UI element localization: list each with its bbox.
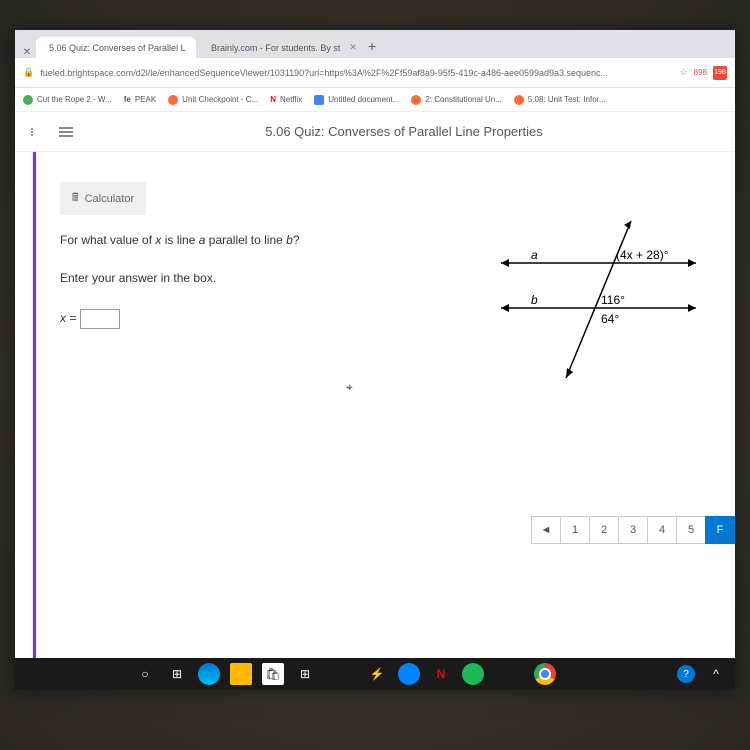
bookmark-item[interactable]: fePEAK: [124, 95, 156, 104]
tab-label: Brainly.com - For students. By st: [211, 43, 340, 53]
question-text: For what value of x is line a parallel t…: [60, 233, 441, 329]
task-view-icon[interactable]: ⊞: [166, 663, 188, 685]
question-instruction: Enter your answer in the box.: [60, 271, 441, 285]
page-button-5[interactable]: 5: [676, 516, 706, 544]
page-title: 5.06 Quiz: Converses of Parallel Line Pr…: [89, 124, 719, 139]
bookmark-icon: [411, 95, 421, 105]
ext-badge[interactable]: 898: [694, 68, 707, 77]
cursor-icon: ⌖: [346, 380, 353, 395]
content-area: 🖩 Calculator For what value of x is line…: [15, 152, 735, 664]
next-page-button[interactable]: F: [705, 516, 735, 544]
bookmark-star-icon[interactable]: ☆: [680, 67, 688, 78]
question-prompt: For what value of x is line a parallel t…: [60, 233, 441, 247]
line-a-label: a: [531, 248, 538, 262]
taskbar: ○ ⊞ 🛍 ⊞ ⚡ N ? ^: [15, 658, 735, 690]
spotify-icon[interactable]: [462, 663, 484, 685]
browser-tab-bar: ✕ 5.06 Quiz: Converses of Parallel L ✕ B…: [15, 30, 735, 58]
tab-label: 5.06 Quiz: Converses of Parallel L: [49, 43, 186, 53]
calculator-icon: 🖩: [72, 189, 79, 208]
page-button-4[interactable]: 4: [647, 516, 677, 544]
prev-page-button[interactable]: ◄: [531, 516, 561, 544]
chrome-icon[interactable]: [534, 663, 556, 685]
bookmark-item[interactable]: Cut the Rope 2 - W...: [23, 95, 112, 105]
site-info-icon[interactable]: 🔒: [23, 67, 34, 78]
edge-icon[interactable]: [198, 663, 220, 685]
app-icon[interactable]: ⚡: [366, 663, 388, 685]
new-tab-button[interactable]: +: [360, 34, 384, 58]
angle-b-top-label: 116°: [601, 293, 625, 307]
bookmark-icon: [314, 95, 324, 105]
line-b-label: b: [531, 293, 538, 307]
left-rail: [15, 152, 33, 664]
bookmark-item[interactable]: Untitled document...: [314, 95, 399, 105]
bookmark-item[interactable]: 2: Constitutional Un...: [411, 95, 501, 105]
question-panel: 🖩 Calculator For what value of x is line…: [36, 152, 735, 664]
bookmark-item[interactable]: Unit Checkpoint - C...: [168, 95, 258, 105]
extension-icon[interactable]: 198: [713, 66, 727, 80]
dropbox-icon[interactable]: ⊞: [294, 663, 316, 685]
browser-tab-1[interactable]: 5.06 Quiz: Converses of Parallel L ✕: [36, 37, 196, 58]
angle-a-label: (4x + 28)°: [616, 248, 669, 262]
calculator-button[interactable]: 🖩 Calculator: [60, 182, 146, 215]
help-icon[interactable]: ?: [677, 665, 695, 683]
bookmark-item[interactable]: 5.08: Unit Test: Infor...: [514, 95, 606, 105]
angle-b-bottom-label: 64°: [601, 312, 619, 326]
page-button-2[interactable]: 2: [589, 516, 619, 544]
messenger-icon[interactable]: [398, 663, 420, 685]
pagination: ◄ 1 2 3 4 5 F: [532, 516, 735, 544]
bookmarks-bar: Cut the Rope 2 - W... fePEAK Unit Checkp…: [15, 88, 735, 112]
explorer-icon[interactable]: [230, 663, 252, 685]
hamburger-menu-icon[interactable]: [59, 127, 73, 137]
geometry-diagram: a b (4x + 28)° 116° 64°: [471, 213, 711, 393]
bookmark-icon: [514, 95, 524, 105]
url-bar: 🔒 fueled.brightspace.com/d2l/le/enhanced…: [15, 58, 735, 88]
bookmark-item[interactable]: NNetflix: [270, 95, 302, 104]
url-text[interactable]: fueled.brightspace.com/d2l/le/enhancedSe…: [40, 68, 673, 78]
page-button-3[interactable]: 3: [618, 516, 648, 544]
close-icon[interactable]: ✕: [349, 42, 357, 53]
close-icon[interactable]: ✕: [195, 42, 196, 53]
tray-chevron-icon[interactable]: ^: [705, 663, 727, 685]
dots-icon[interactable]: [31, 128, 43, 136]
answer-row: x =: [60, 309, 441, 329]
browser-tab-2[interactable]: Brainly.com - For students. By st ✕: [198, 37, 358, 58]
bookmark-icon: [168, 95, 178, 105]
page-button-1[interactable]: 1: [560, 516, 590, 544]
cortana-icon[interactable]: ○: [134, 663, 156, 685]
answer-input[interactable]: [80, 309, 120, 329]
store-icon[interactable]: 🛍: [262, 663, 284, 685]
netflix-icon[interactable]: N: [430, 663, 452, 685]
close-tab-icon[interactable]: ✕: [18, 47, 36, 58]
bookmark-icon: [23, 95, 33, 105]
page-header: 5.06 Quiz: Converses of Parallel Line Pr…: [15, 112, 735, 152]
